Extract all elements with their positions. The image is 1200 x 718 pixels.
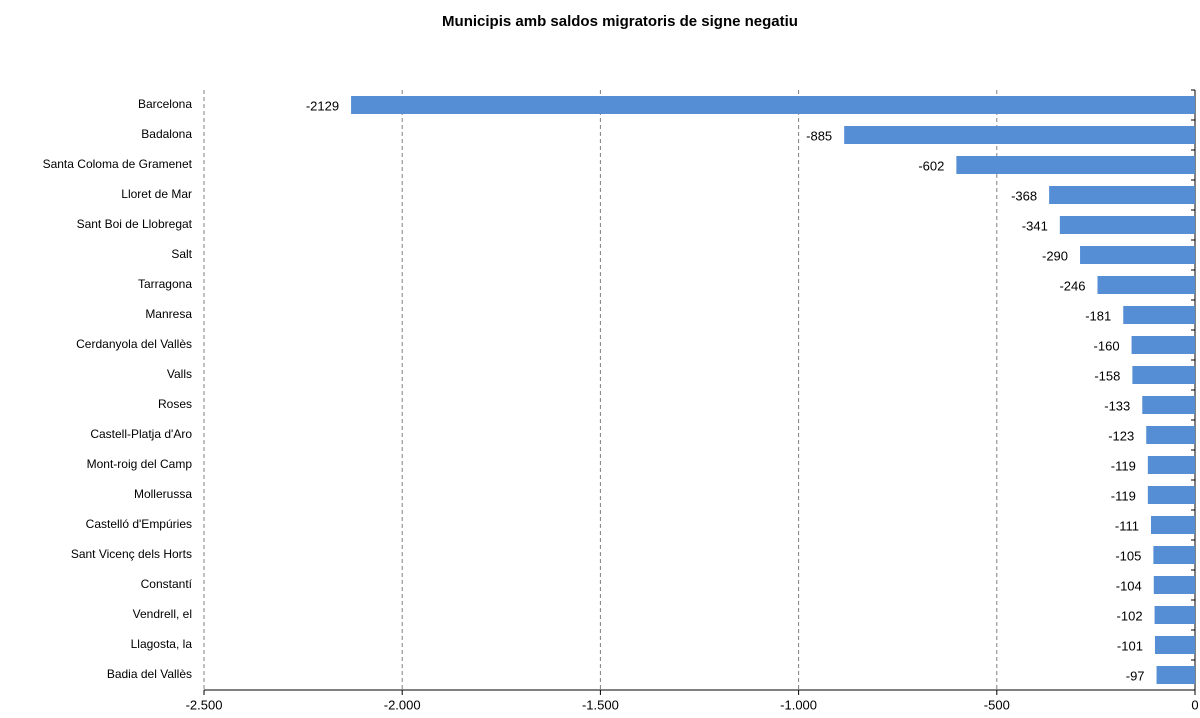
x-tick-label: -500 xyxy=(984,697,1010,712)
x-tick-label: -2.000 xyxy=(384,697,421,712)
value-label: -290 xyxy=(1042,248,1068,263)
bar xyxy=(351,96,1195,114)
bar xyxy=(1146,426,1195,444)
y-tick-label: Santa Coloma de Gramenet xyxy=(43,157,193,171)
bar xyxy=(1153,546,1195,564)
value-label: -119 xyxy=(1111,458,1136,473)
bar xyxy=(1123,306,1195,324)
bar xyxy=(844,126,1195,144)
y-tick-label: Tarragona xyxy=(138,277,192,291)
value-label: -160 xyxy=(1094,338,1120,353)
value-label: -105 xyxy=(1115,548,1141,563)
bar xyxy=(1156,666,1195,684)
y-tick-label: Cerdanyola del Vallès xyxy=(76,337,192,351)
value-label: -111 xyxy=(1115,518,1139,533)
y-tick-label: Mollerussa xyxy=(134,487,192,501)
value-label: -158 xyxy=(1094,368,1120,383)
y-tick-label: Valls xyxy=(167,367,192,381)
chart-title: Municipis amb saldos migratoris de signe… xyxy=(442,13,798,30)
value-label: -133 xyxy=(1104,398,1130,413)
bar xyxy=(1147,456,1195,474)
y-tick-label: Lloret de Mar xyxy=(121,187,192,201)
y-tick-label: Castell-Platja d'Aro xyxy=(90,427,192,441)
bar xyxy=(956,156,1195,174)
x-tick-label: -1.500 xyxy=(582,697,619,712)
value-label: -181 xyxy=(1085,308,1111,323)
value-label: -368 xyxy=(1011,188,1037,203)
bar xyxy=(1080,246,1195,264)
y-tick-label: Badalona xyxy=(141,127,192,141)
value-label: -602 xyxy=(918,158,944,173)
y-tick-label: Sant Vicenç dels Horts xyxy=(71,547,192,561)
bar xyxy=(1059,216,1195,234)
value-label: -101 xyxy=(1117,638,1143,653)
y-tick-label: Vendrell, el xyxy=(133,607,192,621)
y-tick-label: Roses xyxy=(158,397,192,411)
value-label: -246 xyxy=(1059,278,1085,293)
bar xyxy=(1142,396,1195,414)
y-tick-label: Castelló d'Empúries xyxy=(86,517,192,531)
y-tick-label: Constantí xyxy=(141,577,193,591)
bar xyxy=(1131,336,1195,354)
y-tick-label: Llagosta, la xyxy=(131,637,193,651)
x-tick-label: -2.500 xyxy=(186,697,223,712)
bar xyxy=(1132,366,1195,384)
y-tick-label: Salt xyxy=(171,247,192,261)
y-tick-label: Manresa xyxy=(145,307,192,321)
bar xyxy=(1150,516,1195,534)
y-tick-label: Barcelona xyxy=(138,97,192,111)
value-label: -119 xyxy=(1111,488,1136,503)
bar xyxy=(1147,486,1195,504)
value-label: -97 xyxy=(1126,668,1145,683)
y-tick-label: Sant Boi de Llobregat xyxy=(77,217,193,231)
x-tick-label: -1.000 xyxy=(780,697,817,712)
value-label: -104 xyxy=(1116,578,1142,593)
value-label: -123 xyxy=(1108,428,1134,443)
bar xyxy=(1154,606,1195,624)
value-label: -885 xyxy=(806,128,832,143)
value-label: -2129 xyxy=(306,98,339,113)
bar xyxy=(1049,186,1195,204)
value-label: -341 xyxy=(1022,218,1048,233)
x-tick-label: 0 xyxy=(1191,697,1198,712)
value-label: -102 xyxy=(1117,608,1143,623)
y-tick-label: Mont-roig del Camp xyxy=(87,457,193,471)
bar xyxy=(1153,576,1195,594)
bar xyxy=(1097,276,1195,294)
y-tick-label: Badia del Vallès xyxy=(107,667,192,681)
bar xyxy=(1154,636,1195,654)
